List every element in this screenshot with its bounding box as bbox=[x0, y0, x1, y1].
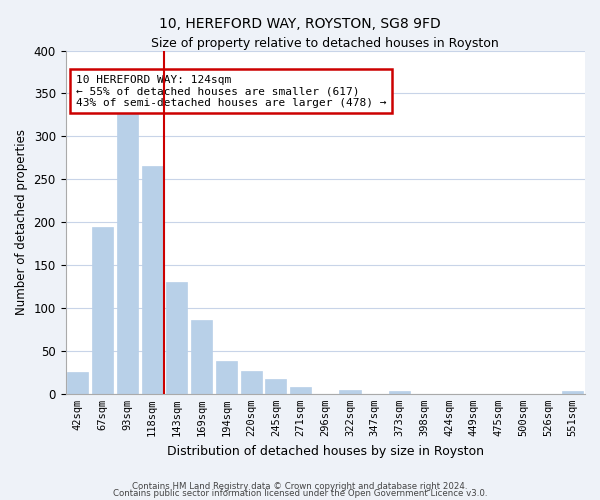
Bar bbox=[216, 361, 237, 394]
Bar bbox=[241, 372, 262, 394]
Bar bbox=[142, 166, 163, 394]
Bar bbox=[92, 228, 113, 394]
Text: Contains HM Land Registry data © Crown copyright and database right 2024.: Contains HM Land Registry data © Crown c… bbox=[132, 482, 468, 491]
Y-axis label: Number of detached properties: Number of detached properties bbox=[15, 129, 28, 315]
Bar bbox=[265, 379, 286, 394]
Text: 10, HEREFORD WAY, ROYSTON, SG8 9FD: 10, HEREFORD WAY, ROYSTON, SG8 9FD bbox=[159, 18, 441, 32]
Bar bbox=[562, 391, 583, 394]
Bar bbox=[290, 387, 311, 394]
Text: Contains public sector information licensed under the Open Government Licence v3: Contains public sector information licen… bbox=[113, 489, 487, 498]
Text: 10 HEREFORD WAY: 124sqm
← 55% of detached houses are smaller (617)
43% of semi-d: 10 HEREFORD WAY: 124sqm ← 55% of detache… bbox=[76, 74, 386, 108]
Title: Size of property relative to detached houses in Royston: Size of property relative to detached ho… bbox=[151, 38, 499, 51]
X-axis label: Distribution of detached houses by size in Royston: Distribution of detached houses by size … bbox=[167, 444, 484, 458]
Bar bbox=[166, 282, 187, 394]
Bar bbox=[117, 110, 138, 394]
Bar bbox=[389, 391, 410, 394]
Bar bbox=[67, 372, 88, 394]
Bar bbox=[340, 390, 361, 394]
Bar bbox=[191, 320, 212, 394]
